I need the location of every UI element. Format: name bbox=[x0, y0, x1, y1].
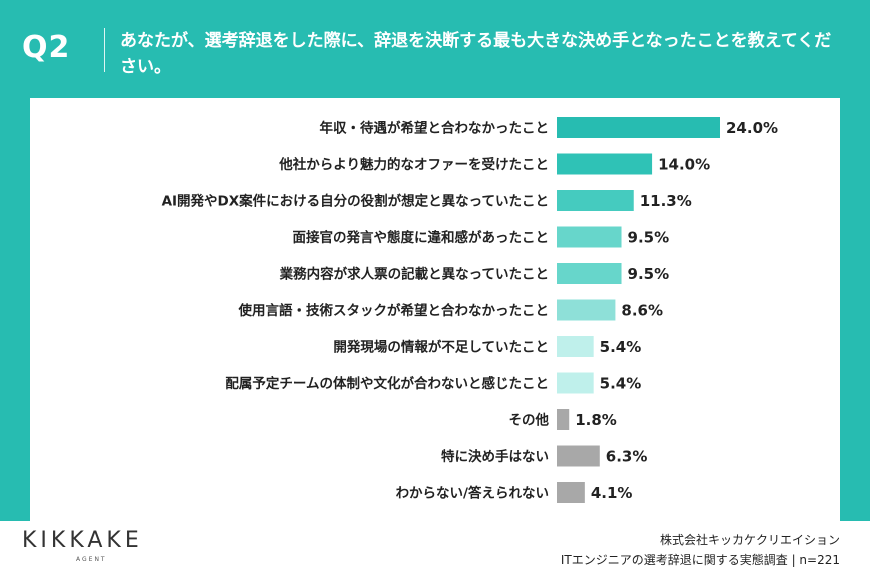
source-credit: 株式会社キッカケクリエイション ITエンジニアの選考辞退に関する実態調査 | n… bbox=[561, 530, 840, 570]
chart-panel bbox=[30, 98, 840, 521]
header-divider bbox=[104, 28, 105, 72]
bar bbox=[557, 372, 594, 394]
category-label: わからない/答えられない bbox=[396, 485, 549, 502]
value-label: 24.0% bbox=[726, 119, 778, 137]
logo-subtitle: AGENT bbox=[76, 556, 107, 563]
bar bbox=[557, 445, 600, 467]
category-label: 使用言語・技術スタックが希望と合わなかったこと bbox=[238, 302, 550, 319]
value-label: 4.1% bbox=[591, 484, 633, 502]
bar bbox=[557, 190, 634, 211]
category-label: 他社からより魅力的なオファーを受けたこと bbox=[278, 156, 549, 173]
category-label: 面接官の発言や態度に違和感があったこと bbox=[293, 229, 550, 246]
category-label: 業務内容が求人票の記載と異なっていたこと bbox=[279, 266, 549, 283]
value-label: 5.4% bbox=[600, 338, 642, 356]
value-label: 5.4% bbox=[600, 375, 642, 393]
category-label: 年収・待遇が希望と合わなかったこと bbox=[320, 120, 550, 137]
value-label: 6.3% bbox=[606, 448, 648, 466]
category-label: 特に決め手はない bbox=[441, 448, 549, 465]
bar bbox=[557, 299, 616, 321]
bar bbox=[557, 117, 720, 138]
company-name: 株式会社キッカケクリエイション bbox=[659, 533, 840, 547]
bar bbox=[557, 263, 622, 284]
bar bbox=[557, 336, 594, 357]
value-label: 8.6% bbox=[621, 302, 663, 320]
question-text: あなたが、選考辞退をした際に、辞退を決断する最も大きな決め手となったことを教えて… bbox=[120, 31, 832, 77]
value-label: 9.5% bbox=[628, 229, 670, 247]
bar bbox=[557, 226, 622, 248]
category-label: 配属予定チームの体制や文化が合わないと感じたこと bbox=[225, 375, 549, 392]
value-label: 1.8% bbox=[575, 411, 617, 429]
header-banner: Q2 あなたが、選考辞退をした際に、辞退を決断する最も大きな決め手となったことを… bbox=[0, 0, 870, 98]
bar bbox=[557, 409, 570, 430]
value-label: 9.5% bbox=[628, 265, 670, 283]
value-label: 11.3% bbox=[640, 192, 692, 210]
category-label: その他 bbox=[509, 412, 550, 429]
question-number: Q2 bbox=[22, 30, 71, 65]
kikkake-logo: KIKKAKE AGENT bbox=[22, 528, 162, 578]
category-label: 開発現場の情報が不足していたこと bbox=[333, 339, 549, 356]
value-label: 14.0% bbox=[658, 156, 710, 174]
logo-wordmark: KIKKAKE bbox=[22, 528, 143, 553]
bar bbox=[557, 482, 585, 503]
right-frame-band bbox=[840, 98, 870, 521]
bar bbox=[557, 153, 653, 175]
category-label: AI開発やDX案件における自分の役割が想定と異なっていたこと bbox=[162, 193, 549, 210]
survey-name: ITエンジニアの選考辞退に関する実態調査 | n=221 bbox=[560, 553, 840, 567]
left-frame-band bbox=[0, 98, 30, 521]
